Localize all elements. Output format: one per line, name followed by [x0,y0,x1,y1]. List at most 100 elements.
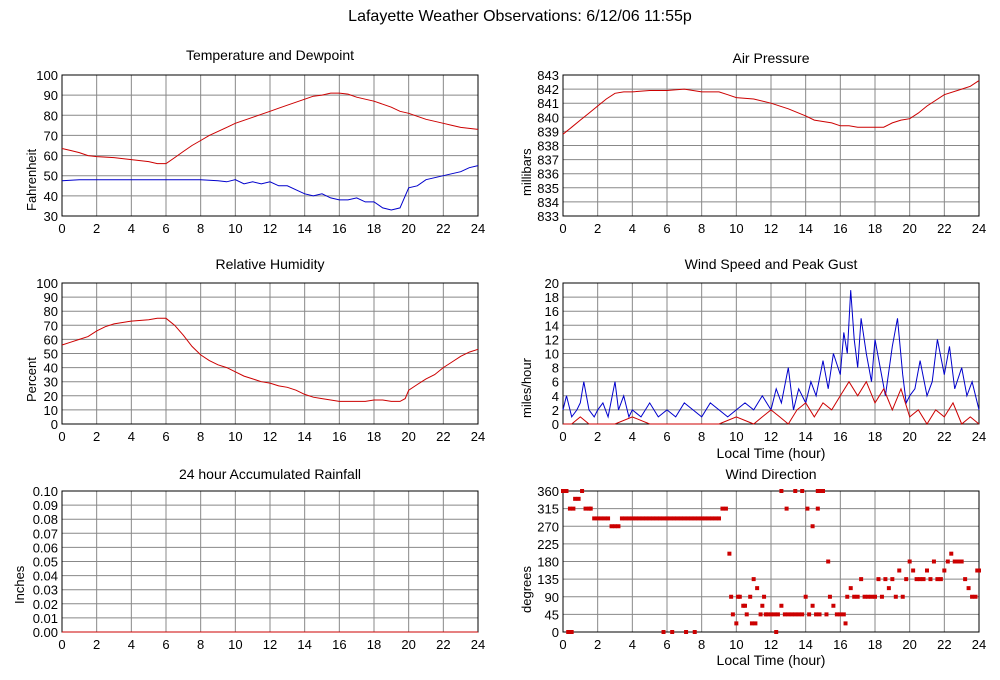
x-tick-label: 12 [764,429,778,444]
data-point [623,516,628,521]
y-tick-label: 4 [552,389,559,404]
data-point [793,612,798,617]
data-point [800,612,805,617]
chart-title: Temperature and Dewpoint [185,47,355,63]
y-tick-label: 50 [44,347,58,362]
plot-area: 0 2 4 6 8 10 12 14 16 18 20 22 240102030405060708090… [36,276,485,444]
data-point [689,516,694,521]
data-point [810,603,815,608]
data-point [935,577,940,582]
x-tick-label: 10 [228,429,242,444]
plot-frame [562,74,980,217]
y-tick-label: 270 [537,519,559,534]
data-point [561,489,565,493]
data-point [827,594,832,599]
data-point [564,489,569,493]
y-tick-label: 837 [537,153,559,168]
x-tick-label: 14 [297,221,311,236]
data-point [713,516,718,521]
x-tick-label: 0 [58,221,65,236]
data-point [810,524,815,529]
relative-humidity-chart: 0 2 4 6 8 10 12 14 16 18 20 22 24 0 10 20 30 40 50 60 70 80 90… [0,0,500,450]
data-point [824,612,829,617]
y-tick-label: 0.10 [33,484,58,499]
data-point [682,516,687,521]
data-point [942,568,947,573]
data-point [807,612,812,617]
data-point [569,630,574,634]
plot-area: 0 2 4 6 8 10 12 14 16 18 20 22 240.000.010.020.030.0… [33,484,486,652]
y-tick-label: 0.00 [33,625,58,640]
data-point [675,516,680,521]
data-point [743,603,747,608]
x-tick-label: 20 [401,221,415,236]
data-point [644,516,649,521]
y-tick-label: 20 [545,276,559,291]
data-point [911,568,916,573]
data-point [685,516,690,521]
data-point [921,577,926,582]
y-tick-label: 840 [537,110,559,125]
x-tick-label: 18 [868,221,882,236]
x-tick-label: 12 [263,637,277,652]
data-point [845,594,850,599]
x-tick-label: 22 [937,221,951,236]
x-tick-label: 14 [798,221,812,236]
data-point [959,559,964,564]
y-tick-label: 0.02 [33,597,58,612]
x-tick-label: 16 [833,221,847,236]
y-tick-label: 14 [545,318,559,333]
y-tick-label: 20 [44,389,58,404]
data-point [772,612,777,617]
x-tick-label: 16 [332,429,346,444]
x-tick-label: 16 [332,637,346,652]
data-point [975,568,980,573]
x-tick-label: 24 [972,429,986,444]
data-point [945,559,950,564]
data-point [779,489,784,493]
y-tick-label: 833 [537,209,559,224]
data-point [869,594,874,599]
data-point [633,516,638,521]
x-tick-label: 4 [128,429,135,444]
data-point [668,516,673,521]
data-point [782,612,787,617]
data-point [890,577,895,582]
data-point [893,594,898,599]
data-point [654,516,659,521]
x-tick-label: 16 [833,429,847,444]
data-point [595,516,600,521]
data-point [879,594,884,599]
data-point [963,577,968,582]
plot-frame [562,490,980,633]
data-point [763,612,768,617]
y-tick-label: 0.05 [33,555,58,570]
x-tick-label: 16 [332,221,346,236]
x-tick-label: 8 [698,429,705,444]
x-tick-label: 10 [729,429,743,444]
data-point [900,594,905,599]
x-tick-label: 24 [972,637,986,652]
x-tick-label: 14 [297,429,311,444]
y-tick-label: 842 [537,82,559,97]
data-point [855,594,860,599]
y-tick-label: 0.06 [33,540,58,555]
plot-area: 0 2 4 6 8 10 12 14 16 18 20 22 248338348358368378388… [537,68,986,236]
y-tick-label: 40 [44,361,58,376]
data-point [571,506,576,511]
x-tick-label: 18 [868,637,882,652]
data-point [748,594,753,599]
x-tick-label: 10 [228,221,242,236]
plot-frame [562,282,980,425]
y-tick-label: 90 [44,88,58,103]
x-tick-label: 4 [629,221,636,236]
x-tick-label: 22 [937,637,951,652]
data-point [876,577,881,582]
data-point [931,559,936,564]
data-point [925,568,929,573]
series-line-0 [61,317,479,402]
y-tick-label: 835 [537,181,559,196]
air-pressure-chart: 0 2 4 6 8 10 12 14 16 18 20 22 24 833 834 835 836 837 838 8… [0,0,1000,240]
